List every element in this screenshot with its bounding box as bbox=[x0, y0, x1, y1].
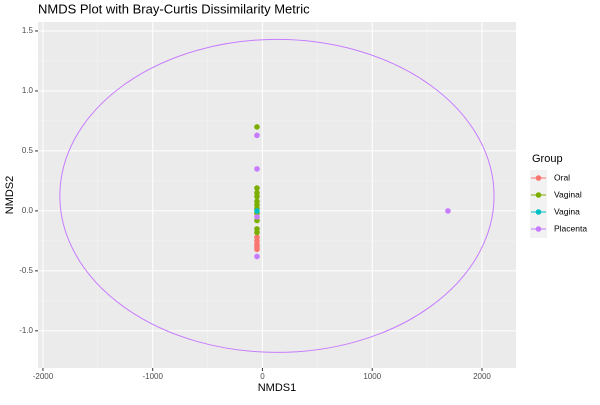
point bbox=[254, 193, 260, 200]
y-tick-label: 0.0 bbox=[22, 206, 34, 215]
x-axis-label: NMDS1 bbox=[258, 382, 297, 394]
legend-key bbox=[535, 209, 542, 215]
legend-label: Placenta bbox=[554, 223, 587, 233]
x-tick-label: 0 bbox=[260, 372, 265, 381]
legend-title: Group bbox=[532, 153, 563, 165]
y-tick-label: 1.0 bbox=[22, 86, 34, 95]
legend-key bbox=[535, 226, 542, 232]
x-tick-label: 2000 bbox=[473, 372, 491, 381]
ellipse bbox=[59, 38, 495, 353]
legend: Oral Vaginal Vagina Placenta bbox=[530, 170, 587, 238]
x-tick-label: 1000 bbox=[363, 372, 381, 381]
legend-label: Vagina bbox=[554, 206, 580, 216]
legend-label: Vaginal bbox=[554, 189, 582, 199]
y-tick-label: -1.0 bbox=[19, 326, 33, 335]
legend-key bbox=[535, 175, 542, 181]
y-tick-label: 1.5 bbox=[22, 26, 34, 35]
y-tick-label: 0.5 bbox=[22, 146, 34, 155]
legend-label: Oral bbox=[554, 172, 570, 182]
y-tick-label: -0.5 bbox=[19, 266, 33, 275]
point bbox=[254, 124, 260, 130]
point bbox=[254, 229, 260, 236]
point bbox=[254, 185, 260, 191]
legend-key bbox=[535, 192, 542, 198]
panel bbox=[38, 22, 516, 368]
point bbox=[254, 246, 260, 253]
point bbox=[254, 166, 260, 172]
point bbox=[254, 208, 260, 214]
x-tick-label: -2000 bbox=[33, 372, 54, 381]
x-tick-label: -1000 bbox=[142, 372, 163, 381]
y-axis-label: NMDS2 bbox=[4, 176, 16, 215]
point bbox=[254, 253, 260, 260]
chart-title: NMDS Plot with Bray-Curtis Dissimilarity… bbox=[38, 1, 310, 16]
point bbox=[254, 132, 260, 139]
point bbox=[445, 208, 451, 214]
point bbox=[254, 214, 260, 220]
